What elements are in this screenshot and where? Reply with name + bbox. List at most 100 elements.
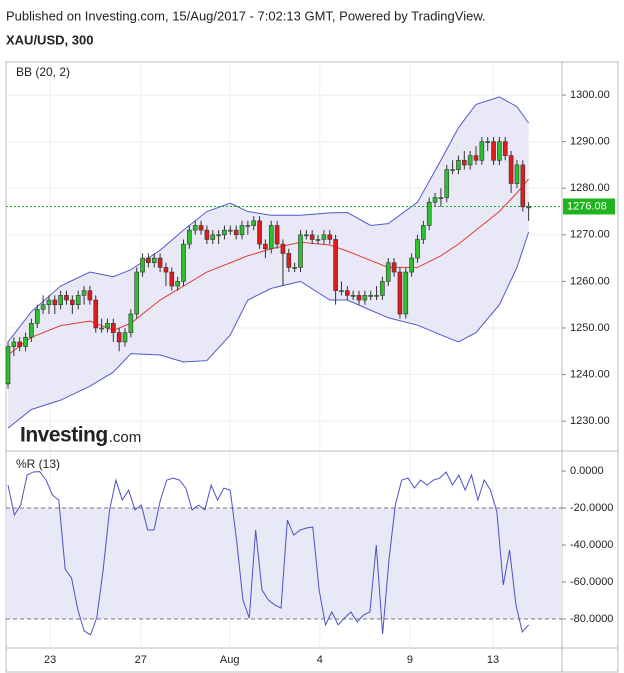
candle-body <box>485 141 491 143</box>
y-tick-label: -20.0000 <box>570 502 613 514</box>
candle-body <box>116 332 122 343</box>
candle-body <box>169 271 175 287</box>
band-lower <box>7 231 530 429</box>
candle-body <box>245 225 251 227</box>
candle-body <box>216 234 221 237</box>
candle-body <box>228 229 233 232</box>
candle-body <box>274 225 280 245</box>
candle-body <box>444 169 450 198</box>
candle-body <box>309 234 315 240</box>
candle-body <box>93 299 99 329</box>
band-middle <box>7 178 530 356</box>
candle-body <box>368 295 374 297</box>
candle-body <box>192 225 198 231</box>
candle-body <box>46 299 52 305</box>
candle-body <box>321 234 327 240</box>
candle-body <box>467 155 473 166</box>
candle-body <box>333 239 338 292</box>
candle-body <box>461 159 467 166</box>
band-upper <box>7 96 530 343</box>
candle-body <box>397 271 403 315</box>
candle-body <box>163 267 169 273</box>
candle-body <box>40 304 46 310</box>
candle-body <box>526 206 531 209</box>
published-note: Published on Investing.com, 15/Aug/2017 … <box>6 8 486 23</box>
candle-body <box>456 159 461 170</box>
candle-body <box>111 323 116 333</box>
candle-body <box>491 141 496 161</box>
candle-body <box>29 323 34 338</box>
last-price-label: 1276.08 <box>567 200 607 212</box>
candle-body <box>122 332 128 343</box>
candle-body <box>157 257 163 268</box>
candle-body <box>99 327 104 330</box>
candle-body <box>81 290 87 296</box>
y-tick-label: -60.0000 <box>570 576 613 588</box>
candle-body <box>304 234 309 237</box>
candle-body <box>151 257 157 264</box>
candle-body <box>70 299 75 305</box>
candle-body <box>105 323 110 329</box>
candle-body <box>421 225 426 240</box>
candle-body <box>520 164 526 208</box>
candle-body <box>198 225 204 231</box>
oscillator-label: %R (13) <box>16 457 60 471</box>
candle-body <box>508 155 514 184</box>
band-fill <box>8 96 529 429</box>
candle-body <box>64 295 69 301</box>
candle-body <box>23 336 28 347</box>
candle-body <box>415 239 420 259</box>
candle-body <box>75 295 81 305</box>
x-tick-label: 13 <box>487 654 499 666</box>
y-tick-label: 1270.00 <box>570 229 610 241</box>
candle-body <box>251 220 256 226</box>
candle-body <box>502 141 508 156</box>
candle-body <box>432 197 438 203</box>
y-tick-label: 1290.00 <box>570 136 610 148</box>
candle-body <box>239 225 245 236</box>
x-tick-label: 4 <box>317 654 323 666</box>
candle-body <box>385 262 391 282</box>
candle-body <box>257 220 262 245</box>
y-tick-label: 0.0000 <box>570 465 604 477</box>
y-tick-label: 1300.00 <box>570 89 610 101</box>
symbol: XAU/USD, 300 <box>6 32 93 47</box>
y-tick-label: 1280.00 <box>570 182 610 194</box>
plot: 23 27 Aug 4 9 13 1230.00 1240.00 1250.00 1260.00 1… <box>5 62 615 666</box>
y-tick-label: 1250.00 <box>570 322 610 334</box>
candle-body <box>409 257 414 273</box>
candle-body <box>473 155 479 161</box>
candle-body <box>479 141 485 161</box>
candle-body <box>181 243 186 282</box>
candle-body <box>426 201 432 226</box>
candle-body <box>140 257 145 273</box>
candle-body <box>128 313 134 333</box>
candle-body <box>268 225 274 250</box>
x-tick-label: 23 <box>44 654 56 666</box>
candle-body <box>497 141 502 161</box>
candle-body <box>438 197 444 199</box>
candle-body <box>450 169 455 171</box>
candle-body <box>344 290 350 296</box>
candle-body <box>11 341 17 347</box>
candle-body <box>175 281 180 287</box>
oscillator-line <box>7 471 530 636</box>
candle-body <box>380 281 385 296</box>
candle-body <box>5 346 11 385</box>
candle-body <box>34 309 40 324</box>
candle-body <box>210 234 216 240</box>
y-tick-label: -80.0000 <box>570 613 613 625</box>
candle-body <box>403 271 409 315</box>
y-tick-label: -40.0000 <box>570 539 613 551</box>
candle-body <box>134 271 139 315</box>
candle-body <box>187 229 192 245</box>
candle-body <box>514 164 520 184</box>
candle-body <box>292 267 297 269</box>
candle-body <box>222 229 227 236</box>
candle-body <box>356 295 362 301</box>
x-tick-label: 27 <box>135 654 147 666</box>
candle-body <box>17 341 23 347</box>
candle-body <box>327 234 333 240</box>
x-tick-label: Aug <box>220 654 240 666</box>
